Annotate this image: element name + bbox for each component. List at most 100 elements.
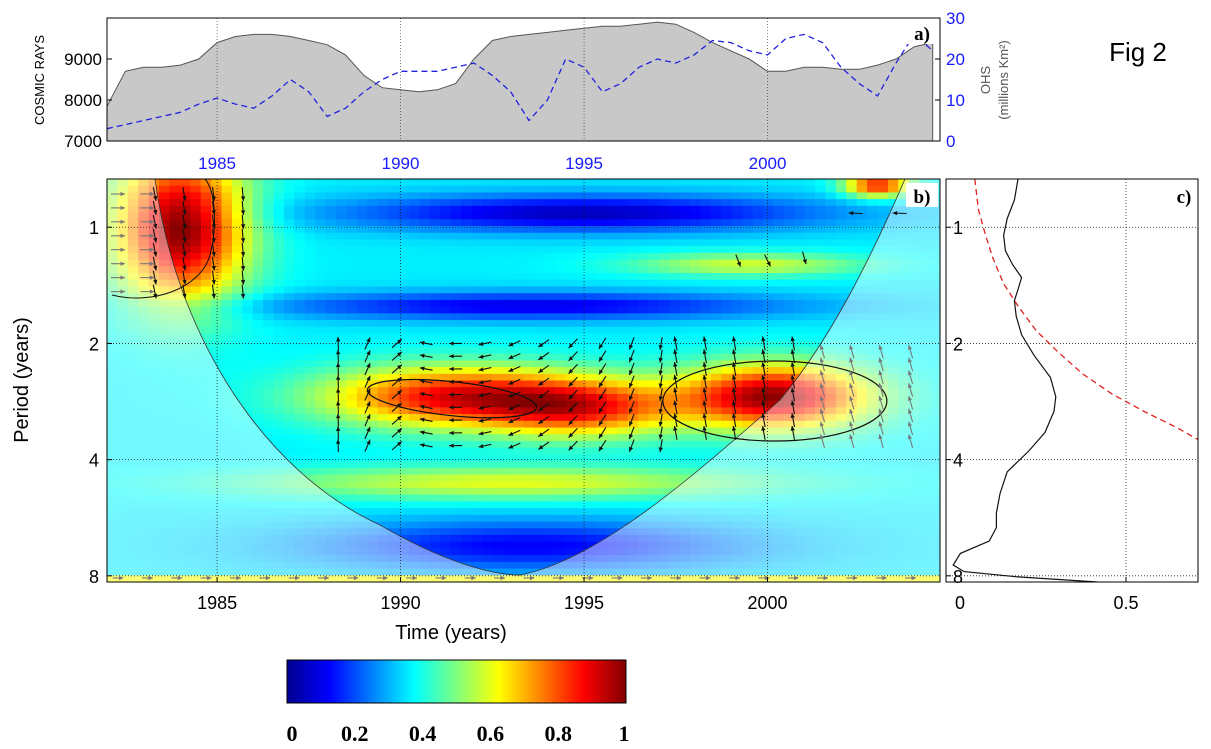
coherence-cell (377, 192, 389, 200)
coherence-cell (710, 454, 722, 462)
coherence-cell (700, 454, 712, 462)
coherence-cell (898, 541, 910, 550)
coherence-cell (304, 494, 316, 502)
coherence-cell (325, 420, 337, 429)
coherence-cell (606, 226, 618, 234)
coherence-cell (138, 360, 150, 368)
coherence-cell (367, 333, 379, 341)
coherence-cell (284, 521, 296, 529)
coherence-cell (398, 239, 410, 247)
coherence-cell (169, 199, 181, 207)
coherence-cell (419, 400, 431, 408)
coherence-cell (461, 447, 473, 455)
coherence-cell (200, 548, 212, 556)
coherence-cell (325, 561, 337, 570)
coherence-cell (783, 353, 795, 361)
coherence-cell (159, 340, 171, 348)
coherence-cell (679, 252, 691, 261)
coherence-cell (638, 226, 650, 234)
coherence-cell (700, 534, 712, 543)
coherence-cell (367, 487, 379, 496)
coherence-cell (200, 447, 212, 455)
coherence-cell (533, 561, 545, 570)
coherence-cell (159, 461, 171, 469)
coherence-cell (242, 461, 254, 469)
coherence-cell (606, 239, 618, 247)
coherence-cell (731, 246, 743, 254)
coherence-cell (398, 494, 410, 502)
coherence-cell (325, 340, 337, 348)
coherence-cell (190, 340, 202, 348)
coherence-cell (710, 541, 722, 550)
coherence-cell (513, 541, 525, 550)
coherence-cell (159, 367, 171, 375)
coherence-cell (617, 521, 629, 529)
coherence-cell (179, 508, 191, 516)
coherence-cell (284, 541, 296, 550)
coherence-cell (346, 447, 358, 455)
coherence-cell (835, 575, 847, 582)
coherence-cell (544, 414, 556, 422)
coherence-cell (533, 534, 545, 543)
coherence-cell (523, 333, 535, 341)
coherence-cell (908, 212, 920, 220)
coherence-cell (523, 353, 535, 361)
coherence-cell (638, 474, 650, 482)
coherence-cell (304, 326, 316, 335)
coherence-cell (762, 393, 774, 402)
coherence-cell (481, 185, 493, 194)
coherence-cell (627, 286, 639, 294)
coherence-cell (908, 219, 920, 227)
coherence-cell (242, 185, 254, 194)
coherence-cell (908, 259, 920, 267)
coherence-cell (211, 521, 223, 529)
coherence-cell (710, 226, 722, 234)
coherence-cell (742, 320, 754, 328)
coherence-cell (919, 487, 931, 496)
coherence-cell (679, 555, 691, 563)
coherence-cell (731, 219, 743, 227)
coherence-cell (408, 320, 420, 328)
coherence-cell (231, 286, 243, 294)
coherence-cell (565, 454, 577, 462)
coherence-cell (336, 548, 348, 556)
coherence-cell (440, 192, 452, 200)
coherence-cell (585, 440, 597, 449)
coherence-cell (710, 333, 722, 341)
coherence-cell (294, 340, 306, 348)
coherence-cell (606, 252, 618, 261)
coherence-cell (658, 259, 670, 267)
coherence-cell (513, 393, 525, 402)
coherence-cell (200, 360, 212, 368)
coherence-cell (242, 494, 254, 502)
coherence-cell (419, 521, 431, 529)
coherence-cell (481, 212, 493, 220)
coherence-cell (690, 440, 702, 449)
coherence-cell (825, 185, 837, 194)
phase-arrow-head (336, 336, 341, 342)
coherence-cell (585, 521, 597, 529)
coherence-cell (148, 239, 160, 247)
coherence-cell (856, 487, 868, 496)
coherence-cell (221, 185, 233, 194)
coherence-cell (648, 521, 660, 529)
coherence-cell (815, 508, 827, 516)
coherence-cell (929, 340, 940, 348)
coherence-cell (544, 528, 556, 536)
coherence-cell (565, 501, 577, 509)
coherence-cell (544, 293, 556, 301)
coherence-cell (908, 434, 920, 442)
coherence-cell (200, 179, 212, 187)
phase-arrow (211, 270, 216, 285)
coherence-cell (700, 474, 712, 482)
coherence-cell (658, 346, 670, 355)
coherence-cell (627, 313, 639, 321)
coherence-cell (211, 414, 223, 422)
coherence-cell (471, 346, 483, 355)
coherence-cell (481, 239, 493, 247)
coherence-cell (211, 534, 223, 543)
coherence-cell (398, 407, 410, 415)
coherence-cell (356, 400, 368, 408)
coherence-cell (294, 521, 306, 529)
coherence-cell (658, 279, 670, 288)
